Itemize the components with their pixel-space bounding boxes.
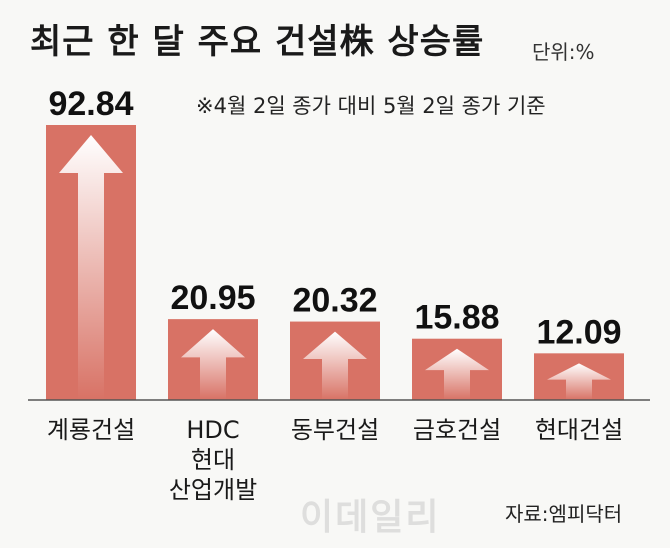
watermark: 이데일리 <box>300 497 441 538</box>
up-arrow-icon <box>303 331 367 400</box>
value-label: 15.88 <box>414 299 499 337</box>
category-label: 금호건설 <box>413 416 501 444</box>
chart-title: 최근 한 달 주요 건설株 상승률 <box>30 22 485 62</box>
category-label: 계룡건설 <box>47 416 135 444</box>
value-label: 92.84 <box>48 85 133 123</box>
value-label: 20.32 <box>292 282 377 320</box>
unit-label: 단위:% <box>532 40 595 64</box>
category-label: 현대건설 <box>535 416 623 444</box>
value-label: 20.95 <box>170 279 255 317</box>
up-arrow-icon <box>547 363 611 400</box>
value-label: 12.09 <box>536 313 621 351</box>
up-arrow-icon <box>59 135 123 400</box>
basis-note: ※4월 2일 종가 대비 5월 2일 종가 기준 <box>196 94 546 118</box>
category-label: 동부건설 <box>291 416 379 444</box>
source-label: 자료:엠피닥터 <box>505 502 623 526</box>
category-label: 현대 <box>191 446 235 474</box>
up-arrow-icon <box>425 348 489 400</box>
up-arrow-icon <box>181 329 245 400</box>
category-label: 산업개발 <box>169 476 257 504</box>
category-label: HDC <box>186 416 239 444</box>
